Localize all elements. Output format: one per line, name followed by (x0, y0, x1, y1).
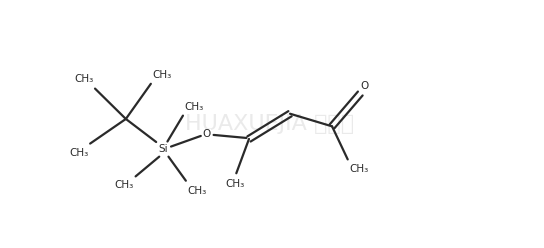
Text: Si: Si (158, 144, 168, 154)
Text: CH₃: CH₃ (152, 70, 172, 80)
Text: CH₃: CH₃ (349, 163, 369, 174)
Text: CH₃: CH₃ (226, 179, 245, 189)
Text: HUAXUEJIA 化学加: HUAXUEJIA 化学加 (185, 114, 354, 134)
Text: O: O (203, 129, 211, 139)
Text: CH₃: CH₃ (74, 74, 94, 85)
Text: CH₃: CH₃ (184, 101, 204, 112)
Text: O: O (360, 81, 368, 91)
Text: CH₃: CH₃ (69, 148, 89, 158)
Text: CH₃: CH₃ (115, 181, 134, 190)
Text: CH₃: CH₃ (188, 186, 207, 196)
